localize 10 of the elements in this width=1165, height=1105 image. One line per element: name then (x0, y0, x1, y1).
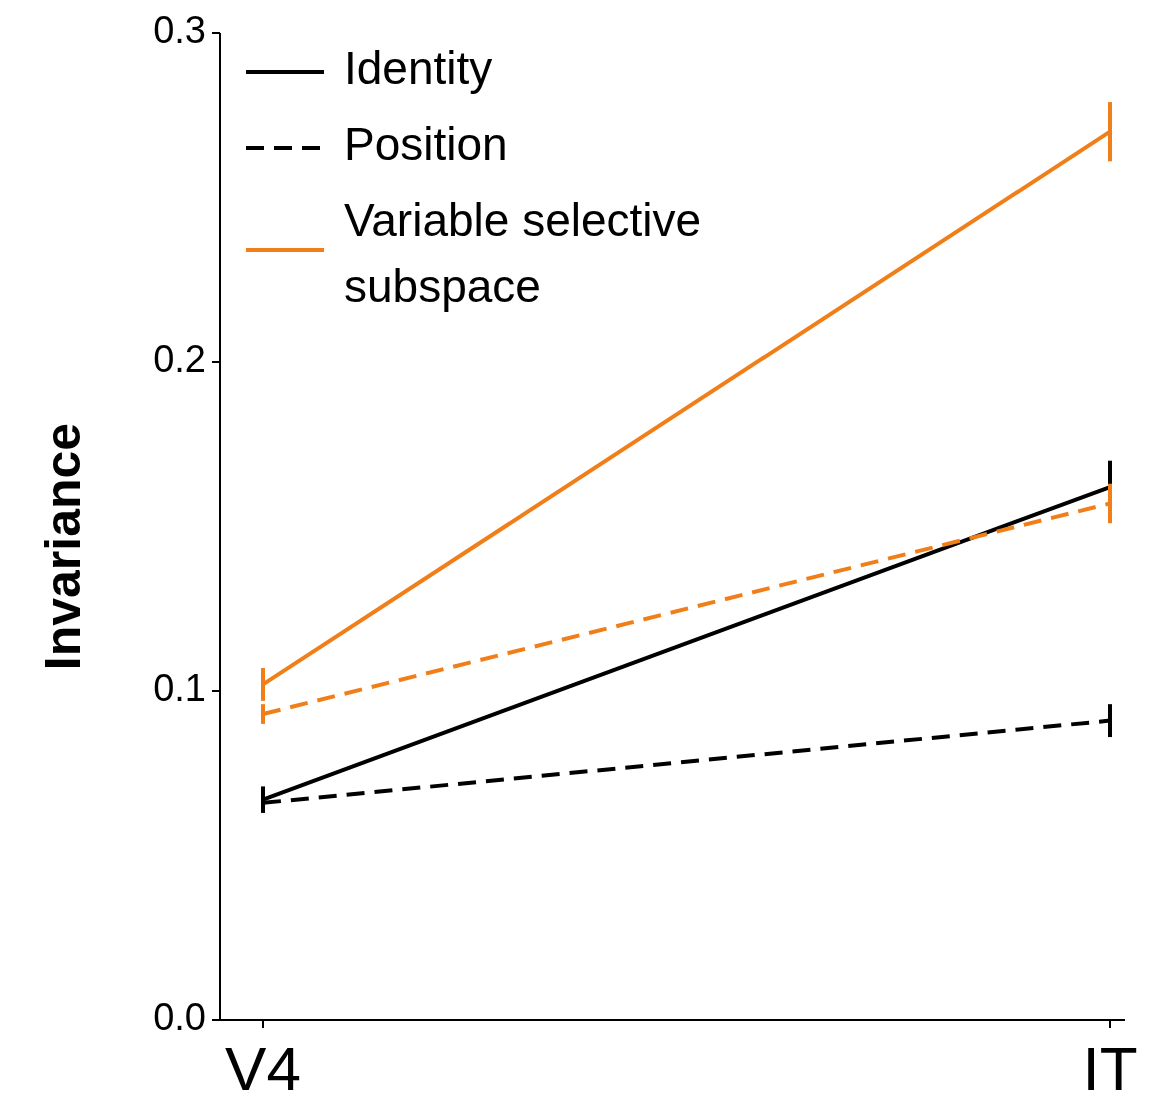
y-tick-label: 0.0 (153, 996, 206, 1039)
y-tick-label: 0.1 (153, 667, 206, 710)
y-tick-label: 0.3 (153, 9, 206, 52)
legend-label: Identity (344, 42, 493, 95)
y-tick-label: 0.2 (153, 338, 206, 381)
x-tick-label: V4 (225, 1034, 301, 1103)
legend-label: Variable selective subspace (344, 194, 702, 313)
y-axis-title: Invariance (35, 422, 91, 671)
legend-label: Position (344, 118, 508, 171)
x-tick-label: IT (1082, 1034, 1138, 1103)
